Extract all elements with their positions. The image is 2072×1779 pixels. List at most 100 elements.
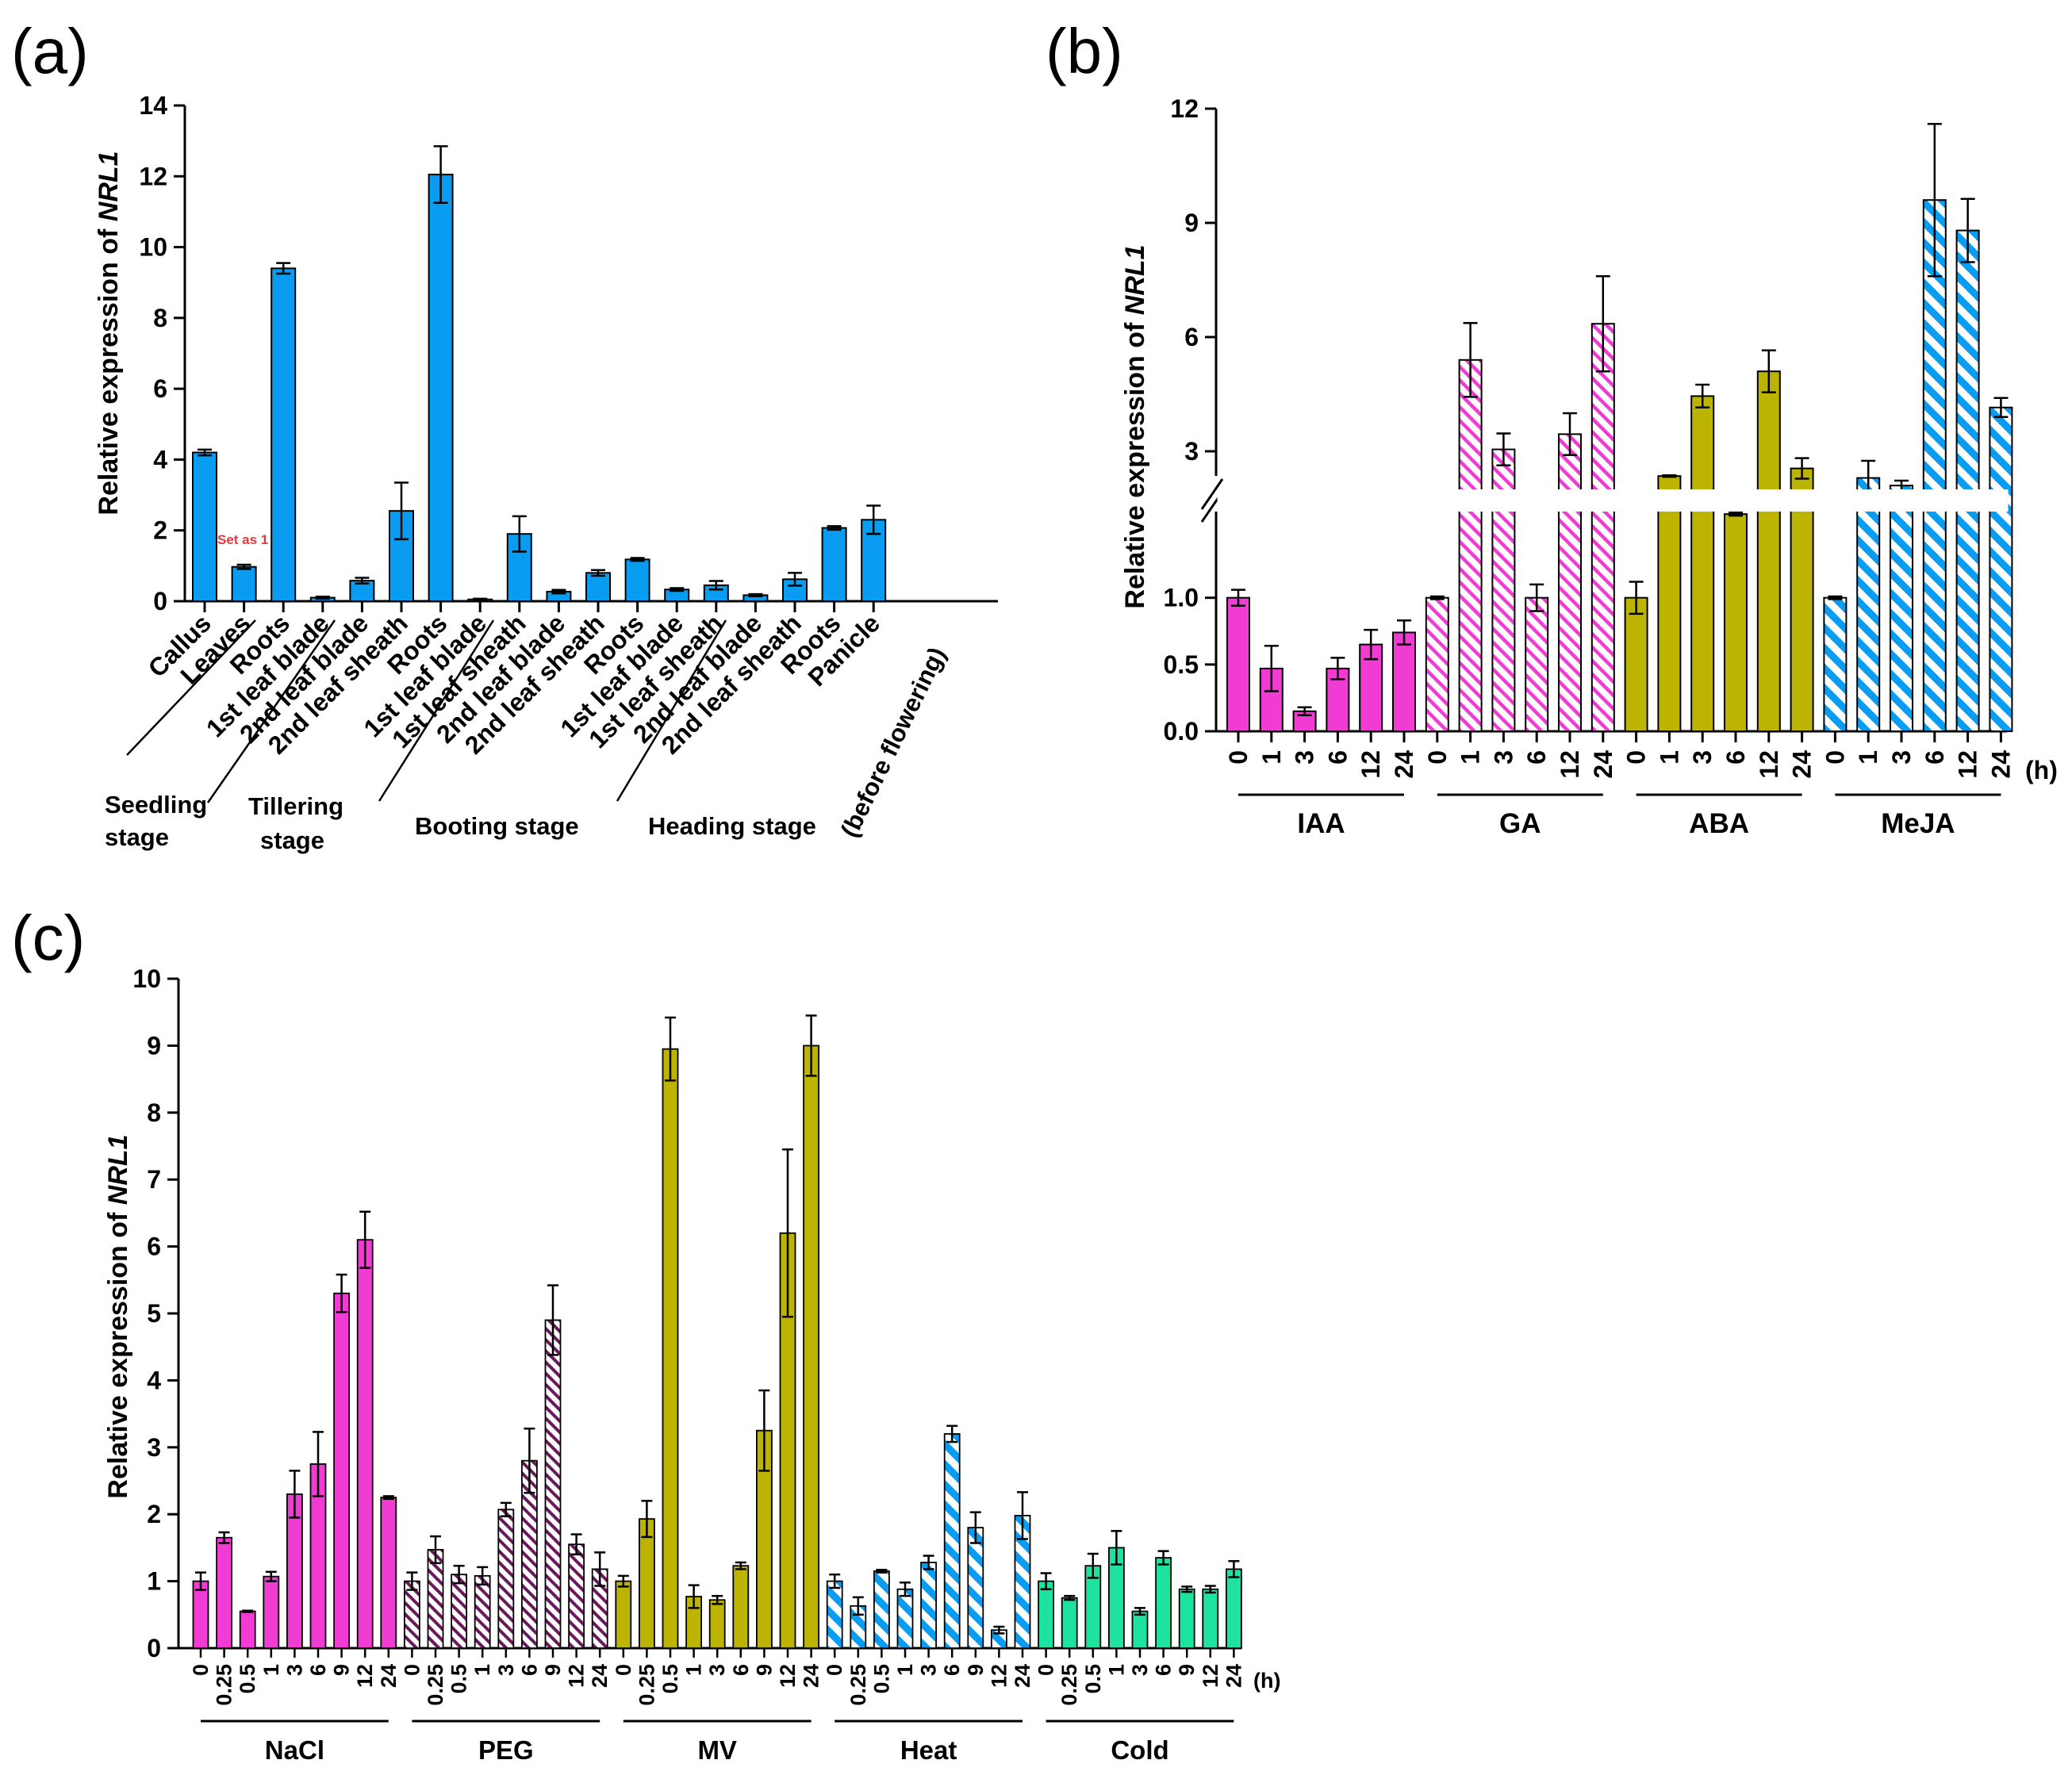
b-timepoint-label: 12	[1356, 750, 1385, 779]
c-y-tick-label: 3	[147, 1433, 161, 1462]
b-group-label: IAA	[1297, 808, 1345, 839]
stage-divider-seedling	[126, 619, 256, 756]
c-timepoint-label: 12	[1199, 1664, 1222, 1688]
panel-b-ylabel: Relative expression of NRL1	[1120, 244, 1150, 608]
c-timepoint-label: 9	[752, 1664, 776, 1676]
c-timepoint-label: 0.5	[447, 1664, 471, 1694]
panel-c-ylabel-gene: NRL1	[103, 1134, 133, 1205]
panel-b-ylabel-prefix: Relative expression of	[1120, 315, 1150, 608]
b-bar	[1458, 358, 1483, 732]
b-timepoint-label: 0	[1423, 750, 1452, 765]
c-bar	[920, 1562, 937, 1649]
b-timepoint-label: 12	[1954, 750, 1982, 779]
c-timepoint-label: 9	[541, 1664, 565, 1676]
b-bar	[1590, 323, 1615, 732]
b-y-tick-label: 1.0	[1164, 584, 1199, 612]
b-timepoint-label: 3	[1291, 750, 1319, 765]
b-timepoint-label: 24	[1788, 750, 1817, 779]
c-timepoint-label: 0.25	[424, 1664, 447, 1706]
b-bar	[1756, 370, 1781, 732]
c-bar	[239, 1610, 256, 1649]
stage-divider-tillering	[206, 619, 336, 803]
b-y-tick-label: 0.5	[1164, 650, 1199, 679]
panel-b-ylabel-gene: NRL1	[1120, 244, 1150, 315]
b-bar	[1657, 475, 1682, 732]
c-y-tick-label: 10	[132, 964, 161, 993]
c-timepoint-label: 9	[964, 1664, 988, 1676]
c-bar	[615, 1580, 632, 1649]
b-bar	[1955, 229, 1980, 733]
c-timepoint-label: 3	[917, 1664, 941, 1676]
b-bar	[1425, 596, 1449, 733]
panel-c-ylabel-prefix: Relative expression of	[103, 1205, 133, 1498]
b-bar	[1525, 596, 1549, 733]
c-timepoint-label: 0.5	[236, 1664, 259, 1694]
b-bar	[1890, 485, 1913, 732]
c-bar	[474, 1574, 491, 1649]
c-timepoint-label: 24	[1222, 1664, 1245, 1688]
b-bar	[1790, 467, 1814, 732]
c-timepoint-label: 12	[987, 1664, 1011, 1688]
stage-tillering-line2: stage	[260, 826, 324, 854]
c-bar	[356, 1239, 374, 1649]
c-timepoint-label: 12	[565, 1664, 589, 1688]
b-bar	[1989, 406, 2013, 732]
b-timepoint-label: 24	[1589, 750, 1617, 779]
b-timepoint-label: 0	[1821, 750, 1849, 765]
a-bar	[428, 174, 454, 602]
c-timepoint-label: 1	[893, 1664, 917, 1676]
b-y-tick-label: 12	[1170, 94, 1199, 123]
c-timepoint-label: 0	[189, 1664, 213, 1676]
c-bar	[568, 1543, 585, 1649]
c-bar	[544, 1319, 562, 1649]
panel-c-label: (c)	[11, 903, 85, 973]
c-bar	[826, 1580, 843, 1649]
c-bar	[708, 1599, 726, 1649]
c-timepoint-label: 3	[1128, 1664, 1152, 1676]
c-timepoint-label: 1	[259, 1664, 283, 1676]
b-timepoint-label: 6	[1920, 750, 1949, 765]
panel-c-ylabel: Relative expression of NRL1	[103, 1134, 133, 1498]
c-timepoint-label: 0.5	[869, 1664, 893, 1694]
b-group-label: ABA	[1689, 808, 1749, 839]
a-y-tick-label: 12	[139, 162, 167, 190]
b-timepoint-label: 1	[1655, 750, 1683, 765]
c-bar	[1131, 1610, 1149, 1649]
c-bar	[216, 1536, 233, 1649]
panel-b-label: (b)	[1046, 16, 1123, 86]
b-timepoint-label: 12	[1556, 750, 1584, 779]
c-bar	[451, 1574, 467, 1649]
c-y-tick-label: 0	[147, 1634, 161, 1662]
c-timepoint-label: 6	[517, 1664, 541, 1676]
b-timepoint-label: 24	[1390, 750, 1418, 779]
c-group-label: NaCl	[265, 1735, 324, 1765]
c-timepoint-label: 0.25	[213, 1664, 236, 1706]
c-bar	[943, 1433, 961, 1649]
c-bar	[662, 1048, 679, 1649]
c-group-label: Cold	[1111, 1735, 1168, 1765]
c-y-tick-label: 6	[147, 1233, 161, 1261]
c-timepoint-label: 12	[353, 1664, 377, 1688]
c-bar	[873, 1570, 890, 1649]
c-bar	[732, 1565, 750, 1649]
a-y-tick-label: 8	[153, 304, 167, 332]
b-y-tick-label: 0.0	[1164, 717, 1199, 746]
b-timepoint-label: 3	[1489, 750, 1518, 765]
stage-divider-heading	[616, 619, 727, 802]
a-bar	[624, 558, 650, 602]
b-axis-break-mark	[1200, 478, 1224, 510]
c-group-label: Heat	[900, 1735, 957, 1765]
c-timepoint-label: 0.25	[1057, 1664, 1081, 1706]
c-bar	[403, 1580, 420, 1649]
b-bar	[1724, 513, 1748, 732]
c-bar	[1155, 1557, 1172, 1649]
c-bar	[1178, 1588, 1195, 1649]
a-bar	[231, 566, 257, 602]
c-bar	[1226, 1568, 1242, 1649]
stage-heading: Heading stage	[648, 812, 816, 840]
c-bar	[263, 1575, 280, 1649]
b-y-tick-label: 3	[1184, 437, 1199, 466]
